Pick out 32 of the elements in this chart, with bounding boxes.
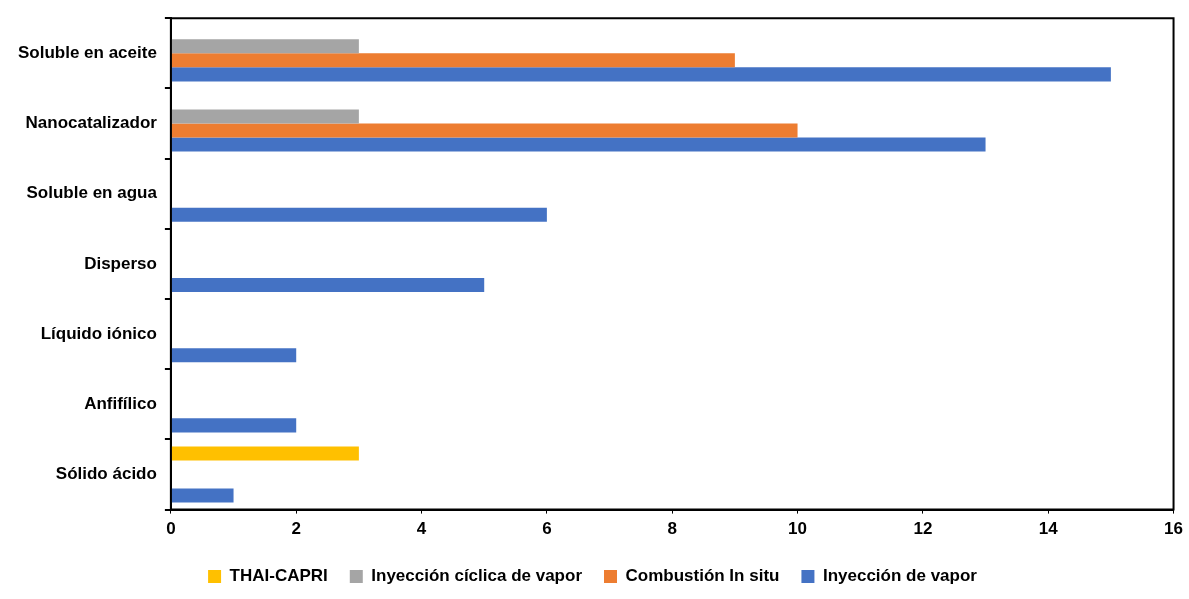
y-tick-label: Disperso — [84, 253, 157, 273]
bar — [171, 53, 735, 68]
x-tick-label: 10 — [788, 519, 808, 539]
bar — [171, 109, 359, 124]
bar — [171, 67, 1111, 82]
x-tick-label: 4 — [416, 519, 427, 539]
y-tick-label: Soluble en aceite — [17, 42, 157, 62]
bar — [171, 207, 547, 222]
legend-label: THAI-CAPRI — [229, 566, 328, 586]
y-tick-label: Soluble en agua — [26, 183, 158, 203]
bar — [171, 488, 234, 503]
y-tick-label: Líquido iónico — [40, 323, 157, 343]
x-tick-label: 14 — [1038, 519, 1059, 539]
bar — [171, 277, 485, 292]
bar — [171, 137, 986, 152]
legend-label: Inyección de vapor — [822, 566, 978, 586]
bar — [171, 348, 297, 363]
legend-label: Inyección cíclica de vapor — [371, 566, 583, 586]
x-tick-label: 8 — [667, 519, 677, 539]
x-tick-label: 0 — [166, 519, 176, 539]
y-tick-label: Nanocatalizador — [25, 113, 158, 133]
bar — [171, 39, 359, 54]
legend-label: Combustión In situ — [625, 566, 780, 586]
x-tick-label: 16 — [1164, 519, 1184, 539]
bar — [171, 123, 798, 138]
x-tick-label: 12 — [913, 519, 933, 539]
bar — [171, 418, 297, 433]
bar — [171, 446, 359, 461]
x-tick-label: 6 — [542, 519, 552, 539]
x-tick-label: 2 — [291, 519, 301, 539]
y-tick-label: Sólido ácido — [55, 464, 157, 484]
y-tick-label: Anfifílico — [84, 393, 157, 413]
